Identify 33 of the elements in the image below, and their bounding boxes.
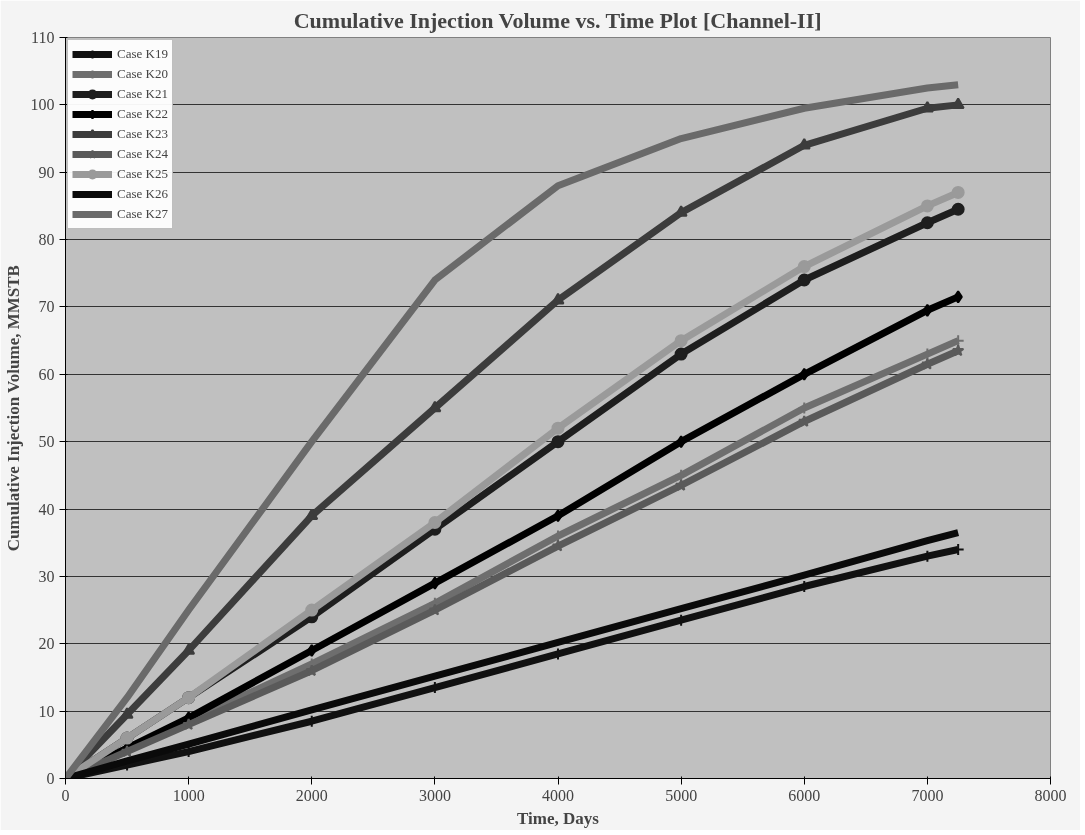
y-tick-label: 10 (38, 702, 55, 720)
legend-label: Case K25 (117, 166, 168, 182)
y-tick-label: 40 (38, 500, 55, 518)
legend-label: Case K23 (117, 126, 168, 142)
legend-label: Case K24 (117, 146, 168, 162)
legend-label: Case K22 (117, 106, 168, 122)
y-tick-label: 90 (38, 163, 55, 181)
x-tick-label: 4000 (542, 786, 574, 804)
x-tick-label: 0 (61, 786, 70, 804)
y-tick-label: 60 (38, 365, 55, 383)
y-tick-label: 30 (38, 567, 55, 585)
y-tick-label: 110 (31, 29, 55, 46)
y-tick-label: 0 (46, 770, 55, 787)
y-tick-label: 100 (30, 96, 55, 114)
x-tick-label: 7000 (911, 786, 944, 804)
legend-label: Case K19 (117, 46, 168, 62)
x-tick-label: 3000 (418, 786, 451, 804)
y-axis-title: Cumulative Injection Volume, MMSTB (3, 265, 23, 552)
x-tick-label: 6000 (788, 786, 821, 804)
x-tick-label: 8000 (1034, 786, 1067, 804)
y-tick-label: 80 (38, 231, 55, 249)
chart-title: Cumulative Injection Volume vs. Time Plot [Channel-II] (293, 7, 822, 33)
y-tick-label: 70 (38, 298, 55, 316)
y-tick-label: 20 (38, 635, 55, 653)
x-axis-title: Time, Days (517, 808, 600, 828)
legend-label: Case K26 (117, 186, 168, 202)
legend-label: Case K21 (117, 86, 168, 102)
y-tick-label: 50 (38, 433, 55, 451)
legend-label: Case K20 (117, 66, 168, 82)
x-tick-label: 1000 (172, 786, 205, 804)
legend-label: Case K27 (117, 206, 168, 222)
x-tick-label: 2000 (295, 786, 328, 804)
x-tick-label: 5000 (665, 786, 698, 804)
